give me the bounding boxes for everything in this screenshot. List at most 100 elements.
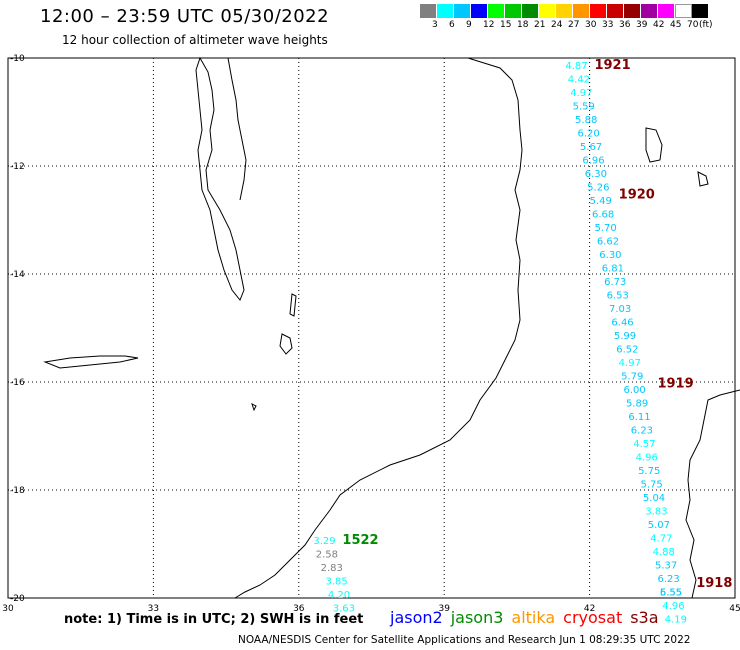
wave-height-label: 4.42: [568, 74, 590, 85]
legend-swatch: [675, 4, 692, 18]
wave-height-label: 5.88: [575, 115, 597, 126]
legend-label: 6: [449, 20, 455, 30]
satellite-s3a: s3a: [630, 608, 659, 627]
wave-height-label: 4.96: [636, 452, 658, 463]
wave-height-label: 5.75: [640, 479, 662, 490]
comoros-island: [645, 127, 663, 163]
footer-note: note: 1) Time is in UTC; 2) SWH is in fe…: [64, 612, 364, 627]
wave-height-label: 5.55: [660, 587, 682, 598]
legend-swatch: [488, 4, 505, 18]
mayotte-island: [251, 403, 257, 412]
wave-height-label: 2.83: [321, 563, 343, 574]
wave-height-label: 5.79: [621, 371, 643, 382]
wave-height-label: 4.57: [633, 439, 655, 450]
legend-swatch: [658, 4, 675, 18]
wave-height-label: 5.26: [587, 182, 609, 193]
lon-tick-label: 39: [438, 604, 450, 614]
wave-height-label: 4.96: [662, 601, 684, 612]
legend-swatch: [573, 4, 590, 18]
legend-label: 70: [687, 20, 699, 30]
wave-height-label: 5.59: [573, 101, 595, 112]
satellite-legend: jason2 jason3 altika cryosat s3a: [390, 608, 667, 627]
legend-label: 30: [585, 20, 597, 30]
legend-label: 39: [636, 20, 648, 30]
legend-swatch: [624, 4, 641, 18]
wave-height-label: 6.81: [602, 263, 624, 274]
credit-line: NOAA/NESDIS Center for Satellite Applica…: [238, 634, 691, 646]
wave-height-label: 5.70: [594, 223, 616, 234]
wave-height-label: 6.00: [624, 385, 646, 396]
legend-labels: 3 6 9 12 15 18 21 24 27 30 33 36 39 42 45 70 (ft): [420, 18, 740, 32]
lon-tick-label: 42: [584, 604, 595, 614]
satellite-jason3: jason3: [450, 608, 504, 627]
wave-height-label: 4.97: [619, 358, 641, 369]
track-label: 1918: [696, 576, 732, 591]
lat-tick-label: -12: [10, 162, 25, 172]
wave-height-label: 5.37: [655, 560, 677, 571]
satellite-altika: altika: [511, 608, 556, 627]
wave-height-label: 6.53: [607, 290, 629, 301]
lat-tick-label: -20: [10, 594, 25, 604]
lake-cahora-bassa: [43, 355, 139, 369]
legend-label: 9: [466, 20, 472, 30]
legend-label: 27: [568, 20, 580, 30]
wave-height-label: 6.96: [582, 155, 604, 166]
map-frame: [7, 57, 736, 599]
lat-tick-label: -16: [10, 378, 25, 388]
wave-height-label: 3.83: [645, 506, 667, 517]
legend-label: 24: [551, 20, 563, 30]
color-legend: 3 6 9 12 15 18 21 24 27 30 33 36 39 42 45 70 (ft): [420, 4, 740, 32]
legend-swatch: [471, 4, 488, 18]
lon-tick-label: 30: [2, 604, 14, 614]
legend-swatch: [539, 4, 556, 18]
wave-height-label: 5.04: [643, 493, 665, 504]
legend-swatch: [505, 4, 522, 18]
wave-height-label: 6.73: [604, 277, 626, 288]
satellite-jason2: jason2: [390, 608, 443, 627]
wave-height-label: 4.20: [328, 590, 350, 601]
legend-swatch: [437, 4, 454, 18]
wave-height-label: 4.87: [565, 61, 587, 72]
wave-height-label: 2.58: [316, 550, 338, 561]
legend-label: 45: [670, 20, 682, 30]
wave-height-label: 5.49: [590, 196, 612, 207]
track-label: 1921: [594, 58, 630, 73]
wave-height-label: 6.30: [585, 169, 607, 180]
wave-height-label: 6.23: [631, 425, 653, 436]
lon-tick-label: 45: [729, 604, 740, 614]
wave-height-label: 6.23: [657, 574, 679, 585]
wave-height-labels: 4.87 4.42 4.97 5.59 5.88 6.20 5.67 6.96 6.30 5.26…: [313, 61, 687, 625]
legend-swatch: [556, 4, 573, 18]
wave-height-label: 6.20: [577, 128, 599, 139]
lake-chilwa: [279, 333, 293, 355]
wave-height-label: 3.63: [333, 604, 355, 615]
legend-swatch: [420, 4, 437, 18]
legend-label: 21: [534, 20, 546, 30]
satellite-cryosat: cryosat: [563, 608, 623, 627]
wave-height-label: 7.03: [609, 304, 631, 315]
madagascar-north: [697, 171, 709, 187]
wave-height-label: 4.88: [653, 547, 675, 558]
page-subtitle: 12 hour collection of altimeter wave hei…: [62, 33, 328, 47]
lon-tick-label: 36: [293, 604, 305, 614]
wave-height-label: 5.75: [638, 466, 660, 477]
lake-malawi: [195, 56, 245, 301]
page-title: 12:00 – 23:59 UTC 05/30/2022: [40, 6, 330, 27]
legend-swatch: [641, 4, 658, 18]
island-1: [289, 293, 297, 317]
wave-height-label: 5.89: [626, 398, 648, 409]
legend-swatch: [692, 4, 709, 18]
wave-height-label: 6.30: [599, 250, 621, 261]
legend-swatch: [590, 4, 607, 18]
track-labels: 1921 1920 1919 1918 1522: [342, 58, 732, 591]
wave-height-label: 4.97: [570, 88, 592, 99]
wave-height-label: 6.52: [616, 344, 638, 355]
wave-height-label: 6.68: [592, 209, 614, 220]
lat-tick-label: -14: [10, 270, 25, 280]
wave-height-label: 5.07: [648, 520, 670, 531]
wave-height-label: 6.11: [628, 412, 650, 423]
wave-height-label: 6.46: [611, 317, 633, 328]
legend-label: 12: [483, 20, 495, 30]
wave-height-label: 6.62: [597, 236, 619, 247]
